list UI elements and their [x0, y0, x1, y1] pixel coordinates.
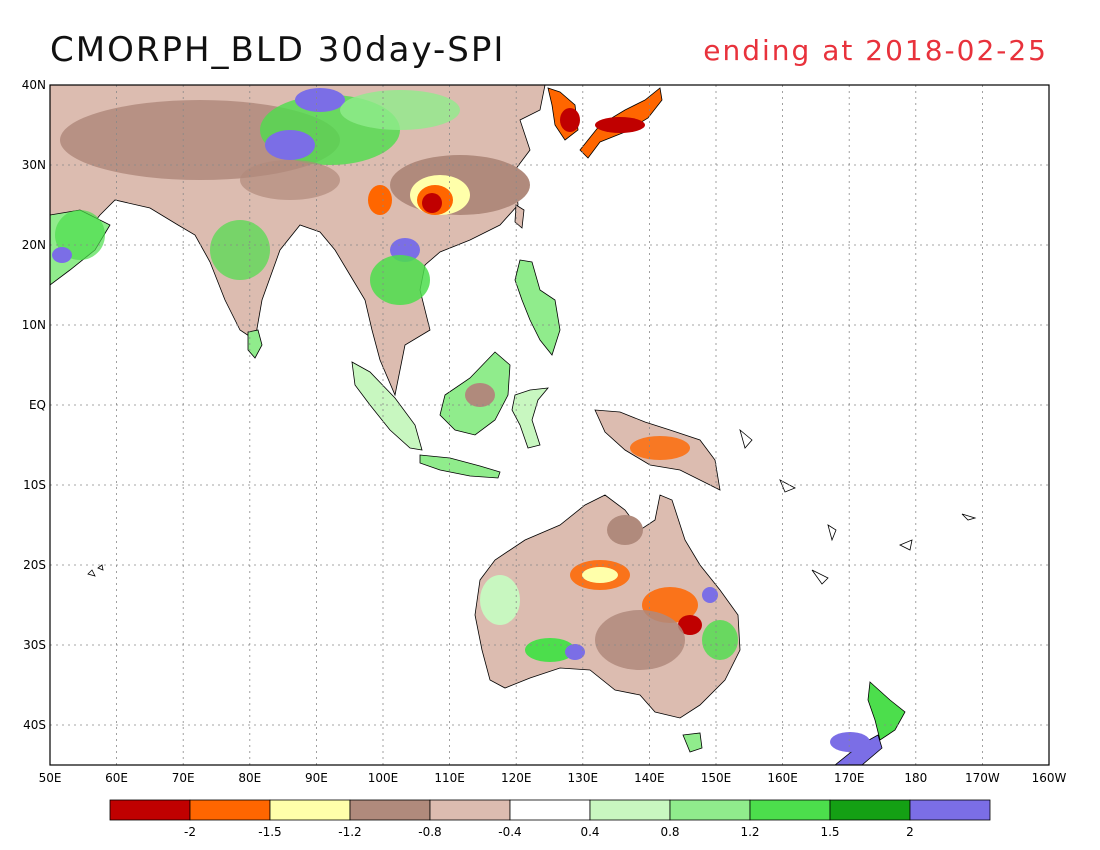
legend-swatch	[749, 799, 831, 821]
australia	[474, 494, 741, 719]
latitude-labels: 40N 30N 20N 10N EQ 10S 20S 30S 40S	[22, 78, 46, 732]
longitude-tick-label: 50E	[39, 771, 62, 785]
latitude-tick-label: 40S	[23, 718, 46, 732]
map-title: CMORPH_BLD 30day-SPI	[50, 30, 506, 70]
longitude-tick-label: 110E	[434, 771, 465, 785]
legend-swatch	[909, 799, 991, 821]
legend-label: -0.8	[418, 825, 441, 839]
legend-swatch	[589, 799, 671, 821]
legend-label: -0.4	[498, 825, 521, 839]
new-zealand-north	[867, 681, 906, 741]
longitude-tick-label: 100E	[368, 771, 399, 785]
legend-swatch	[509, 799, 591, 821]
longitude-labels: 50E 60E 70E 80E 90E 100E 110E 120E 130E 140E 150E 1…	[39, 771, 1067, 785]
legend-label: -1.2	[338, 825, 361, 839]
tasmania	[682, 732, 703, 753]
legend-label: 1.2	[740, 825, 759, 839]
legend-swatch	[429, 799, 511, 821]
latitude-tick-label: 30N	[22, 158, 46, 172]
legend-label: 1.5	[820, 825, 839, 839]
legend-label: 2	[906, 825, 914, 839]
longitude-tick-label: 160W	[1032, 771, 1067, 785]
longitude-tick-label: 80E	[238, 771, 261, 785]
map-frame	[49, 84, 1050, 766]
color-legend: -2 -1.5 -1.2 -0.8 -0.4 0.4 0.8 1.2 1.5 2	[109, 799, 991, 839]
land-layer	[50, 85, 977, 765]
legend-swatch	[189, 799, 271, 821]
legend-label: 0.4	[580, 825, 599, 839]
longitude-tick-label: 170W	[965, 771, 1000, 785]
taiwan	[514, 204, 525, 229]
longitude-tick-label: 70E	[172, 771, 195, 785]
longitude-tick-label: 90E	[305, 771, 328, 785]
longitude-tick-label: 120E	[501, 771, 532, 785]
latitude-tick-label: 10S	[23, 478, 46, 492]
longitude-tick-label: 150E	[701, 771, 732, 785]
sumatra	[351, 361, 423, 451]
longitude-tick-label: 180	[904, 771, 927, 785]
latitude-tick-label: 30S	[23, 638, 46, 652]
legend-swatch	[349, 799, 431, 821]
philippines	[514, 259, 561, 356]
latitude-tick-label: 40N	[22, 78, 46, 92]
longitude-tick-label: 170E	[834, 771, 865, 785]
small-islands	[87, 428, 977, 585]
longitude-tick-label: 140E	[634, 771, 665, 785]
latitude-tick-label: 10N	[22, 318, 46, 332]
legend-swatch	[109, 799, 191, 821]
graticule	[50, 85, 1049, 765]
legend-swatch	[269, 799, 351, 821]
longitude-tick-label: 130E	[568, 771, 599, 785]
legend-label: -1.5	[258, 825, 281, 839]
map-subtitle: ending at 2018-02-25	[703, 34, 1048, 67]
java	[419, 454, 501, 479]
legend-swatch	[669, 799, 751, 821]
longitude-tick-label: 60E	[105, 771, 128, 785]
legend-label: -2	[184, 825, 196, 839]
latitude-tick-label: EQ	[29, 398, 46, 412]
latitude-tick-label: 20N	[22, 238, 46, 252]
sri-lanka	[247, 329, 263, 359]
legend-swatch	[829, 799, 911, 821]
sulawesi	[511, 387, 549, 449]
longitude-tick-label: 160E	[767, 771, 798, 785]
spi-patches	[52, 88, 870, 752]
latitude-tick-label: 20S	[23, 558, 46, 572]
legend-label: 0.8	[660, 825, 679, 839]
